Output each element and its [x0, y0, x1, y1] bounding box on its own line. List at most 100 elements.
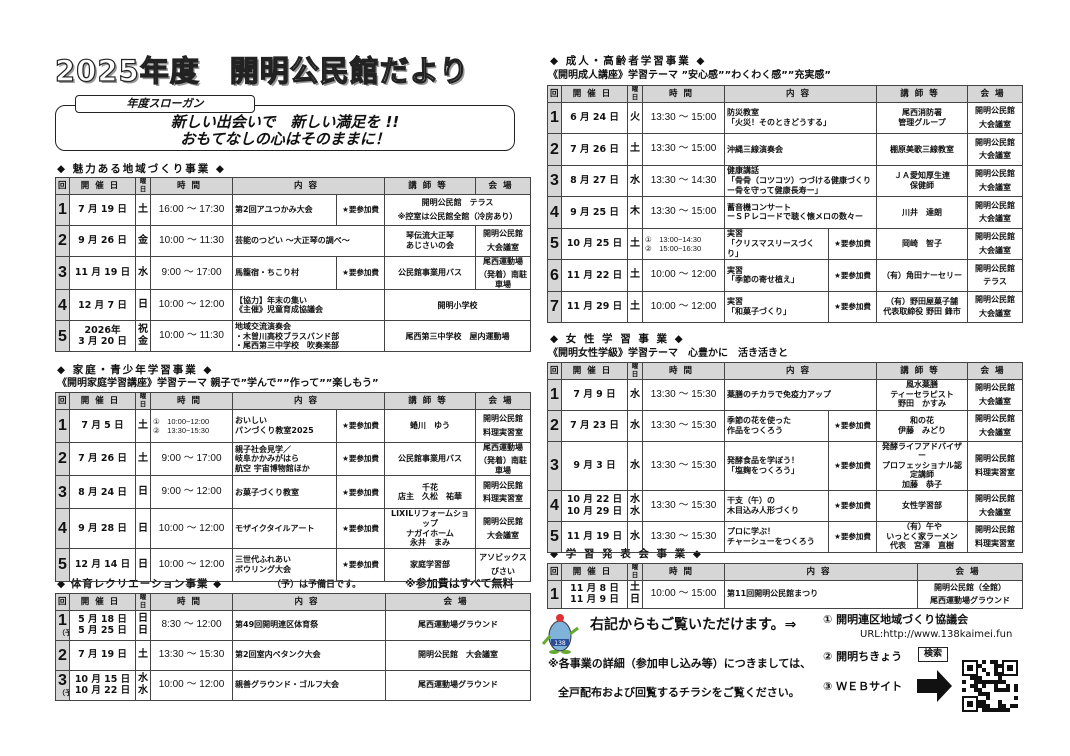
cell-date-line: 11 月 9 日 [570, 594, 619, 606]
cell-day: 土 [135, 639, 151, 671]
cell-venue-line: 開明公民館 [483, 516, 524, 526]
cell-content: 三世代ふれあい ボウリング大会 [232, 547, 337, 582]
cell-date-line: 11 月 8 日 [570, 582, 619, 594]
cell-content: 第2回アユつかみ大会 [232, 193, 337, 226]
cell-venue: 開明公民館 料理実習室 [475, 408, 532, 443]
cell-content: 蓄音機コンサート ーＳＰレコードで聴く懐メロの数々ー [723, 196, 878, 229]
fee-required-badge: ★要参加費 [827, 489, 878, 522]
cell-date: 10 月 22 日 10 月 29 日 [561, 489, 628, 522]
link-1-label[interactable]: ① 開明連区地域づくり協議会 [823, 613, 969, 626]
header-date: 開催日 [69, 177, 136, 195]
cell-lecturer: 尾西消防署 管理グループ [876, 101, 969, 135]
cell-day: 水 [627, 520, 643, 553]
fee-required-badge: ★要参加費 [827, 290, 878, 324]
cell-lecturer: 千花 店主 久松 祐華 [384, 475, 477, 510]
header-date: 開催日 [561, 362, 628, 380]
cell-lecturer: 公民館事業用バス [384, 255, 477, 291]
header-content: 内容 [723, 85, 878, 103]
table-header: 回開催日曜日時間内容講師等会場 [547, 362, 1024, 380]
header-date: 開催日 [69, 392, 136, 410]
cell-venue-line: 大会議室 [979, 214, 1012, 224]
cell-no: 5 [547, 227, 562, 261]
table-row: 7 11 月 29 日土 10:00 ～ 12:00 実習 「和菓子づくり」 ★要参加費（… [547, 290, 1024, 324]
header-content: 内容 [231, 177, 386, 195]
cell-lecturer-line: 保健師 [910, 180, 935, 190]
cell-content-line: 実習 [727, 265, 743, 275]
cell-venue: 尾西運動場グラウンド [385, 609, 531, 641]
cell-time-line: ① 13:00~14:30 [645, 234, 702, 244]
cell-venue-line: 開明公民館 [483, 229, 524, 238]
cell-lecturer-line: あじさいの会 [406, 240, 455, 250]
cell-content-line: ーＳＰレコードで聴く懐メロの数々ー [727, 212, 863, 222]
table-row: 5 2026年 3 月 20 日祝金 10:00 ～ 11:30 地域交流演奏会 ・木曽川… [55, 320, 532, 353]
link-1-url[interactable]: URL:http://www.138kaimei.fun [860, 629, 1013, 640]
header-time: 時間 [150, 177, 233, 195]
cell-content: 干支（午）の 木目込み人形づくり [724, 489, 829, 522]
cell-content-line: 発酵食品を学ぼう！ [727, 455, 799, 465]
cell-time: 10:00 ～ 11:30 [150, 320, 233, 353]
section-title-miryoku: ◆ 魅力ある地域づくり事業 ◆ [57, 163, 226, 175]
cell-lecturer-line: 管理グループ [898, 117, 946, 127]
cell-time: 9:00 ～ 17:00 [150, 441, 233, 477]
cell-no: 1 [547, 101, 562, 135]
cell-venue-line: 開明公民館 [975, 295, 1016, 305]
cell-lecturer: ＪＡ愛知厚生連 保健師 [876, 164, 969, 198]
cell-no-line: （予） [58, 690, 69, 698]
header-lecturer: 講師等 [384, 392, 477, 410]
cell-content: 防災教室 「火災！そのときどうする」 [723, 101, 878, 135]
cell-date: 10 月 15 日 10 月 22 日 [69, 669, 136, 701]
cell-day: 水 [135, 255, 151, 291]
header-day: 曜日 [627, 362, 643, 380]
cell-day-line: 日 [630, 594, 640, 606]
cell-day: 水水 [135, 669, 151, 701]
link-2-label: ② 開明ちきょう [823, 650, 903, 663]
header-venue: 会場 [967, 85, 1024, 103]
cell-no: 4 [55, 508, 70, 549]
cell-venue: 尾西運動場 （発着）南駐車場 [475, 255, 532, 291]
cell-venue-line: 開明公民館 [975, 524, 1016, 534]
cell-no: 4 [55, 289, 70, 322]
header-content: 内容 [231, 392, 386, 410]
cell-lecturer-line: ナガイホーム [406, 528, 454, 538]
link-3-label[interactable]: ③ ＷＥＢサイト [823, 680, 903, 693]
cell-day-line: 日 [138, 613, 148, 625]
cell-time: 13:30 ～ 15:00 [642, 133, 725, 166]
cell-content-line: 三世代ふれあい [235, 555, 291, 565]
cell-day: 日 [135, 475, 151, 510]
cell-content: 親善グラウンド・ゴルフ大会 [232, 669, 386, 701]
cell-date: 11 月 19 日 [561, 520, 628, 553]
cell-date: 8 月 24 日 [69, 475, 136, 510]
cell-content-line: 「和菓子づくり」 [727, 306, 791, 316]
cell-date-line: 10 月 29 日 [566, 505, 623, 517]
search-button[interactable]: 検索 [918, 647, 949, 662]
cell-day: 水 [627, 378, 643, 411]
cell-venue: 開明公民館 大会議室 [967, 227, 1024, 261]
cell-lecturer: LIXILリフォームショップ ナガイホーム 永井 まみ [384, 508, 477, 549]
cell-lecturer: （有）野田屋菓子舗 代表取締役 野田 鋒市 [876, 290, 969, 324]
cell-no: 4 [547, 489, 562, 522]
cell-lecturer-line: （有）野田屋菓子舗 [886, 297, 959, 307]
cell-date: 7 月 26 日 [561, 133, 628, 166]
slogan-text: 新しい出会いで 新しい満足を !! おもてなしの心はそのままに！ [60, 114, 510, 148]
header-content: 内容 [232, 593, 386, 611]
table-row: 4 10 月 22 日 10 月 29 日水水 13:30 ～ 15:30 干支（午）の… [547, 489, 1024, 522]
cell-venue: 開明公民館 大会議室 [385, 639, 531, 671]
cell-no: 1（予） [55, 609, 70, 641]
cell-venue: 開明公民館 大会議室 [967, 378, 1024, 411]
cell-time: 10:00 ～ 11:30 [150, 224, 233, 257]
cell-venue-line: （発着）南駐車場 [479, 270, 528, 289]
fee-required-badge: ★要参加費 [335, 441, 386, 477]
cell-lecturer-line: 発酵ライフアドバイザー [882, 441, 963, 461]
cell-no: 5 [55, 547, 70, 582]
cell-lecturer-line: （有）午や [902, 522, 943, 532]
cell-no-line: 3 [58, 672, 67, 690]
cell-no: 2 [55, 441, 70, 477]
cell-venue-line: 開明公民館 [483, 414, 524, 423]
cell-day: 水 [627, 409, 643, 442]
cell-no: 2 [55, 224, 70, 257]
qr-code[interactable] [962, 660, 1018, 712]
